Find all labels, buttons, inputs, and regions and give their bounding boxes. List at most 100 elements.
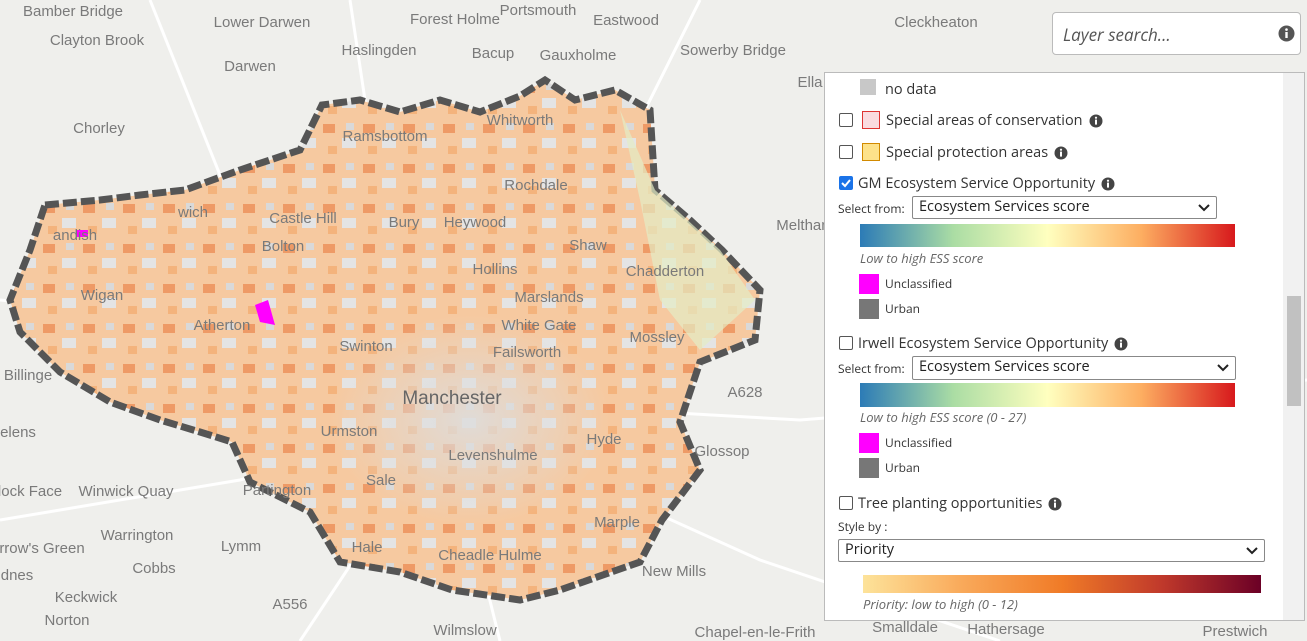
layer-panel: no data Special areas of conservation Sp… [824,72,1305,621]
text: Select from: [838,360,905,377]
text: no data [885,80,937,99]
legend-gradient [860,224,1235,247]
place-label: Keckwick [55,589,118,606]
style-label: Style by : [838,517,887,537]
info-icon[interactable] [1089,114,1103,128]
layer-label: GM Ecosystem Service Opportunity [858,174,1115,194]
checkbox[interactable] [839,336,853,350]
place-label: Hale [352,539,383,556]
place-label: Glossop [694,443,749,460]
text: Unclassified [885,275,953,292]
urban-swatch [859,458,879,478]
text: Special areas of conservation [886,111,1083,130]
place-label: New Mills [642,563,706,580]
place-label: Bamber Bridge [23,3,123,20]
text: Low to high ESS score [860,249,984,267]
city-label: Manchester [402,388,502,409]
place-label: Cheadle Hulme [438,547,541,564]
urban-swatch [859,299,879,319]
layer-label: Tree planting opportunities [858,494,1062,514]
place-label: Forest Holme [410,11,500,28]
layer-search[interactable]: Layer search... [1052,12,1301,55]
place-label: Levenshulme [448,447,537,464]
place-label: Smalldale [872,619,938,636]
no-data-label: no data [885,80,937,100]
scroll-thumb[interactable] [1287,296,1301,406]
place-label: White Gate [501,317,576,334]
place-label: Eastwood [593,12,659,29]
place-label: Bacup [472,45,515,62]
place-label: Hollins [472,261,517,278]
place-label: Chadderton [626,263,704,280]
place-label: Swinton [339,338,392,355]
info-icon[interactable] [1054,146,1068,160]
place-label: Chapel-en-le-Frith [695,624,816,641]
checkbox[interactable] [839,496,853,510]
legend-caption: Low to high ESS score [860,248,983,268]
select[interactable]: Priority [838,539,1265,562]
legend-label: Urban [885,299,920,319]
place-label: Hathersage [967,621,1045,638]
info-icon[interactable] [1048,497,1062,511]
unclassified-patch [255,300,275,325]
text: Irwell Ecosystem Service Opportunity [858,334,1109,353]
checkbox[interactable] [839,113,853,127]
info-icon[interactable] [1278,25,1295,42]
place-label: Prestwich [1202,623,1267,640]
place-label: Portsmouth [500,2,577,19]
no-data-swatch [860,79,876,95]
unclassified-patch [76,230,88,237]
place-label: Clayton Brook [50,32,145,49]
place-label: Cobbs [132,560,175,577]
place-label: Heywood [444,214,507,231]
info-icon[interactable] [1114,337,1128,351]
info-icon[interactable] [1101,177,1115,191]
place-label: Rochdale [504,177,567,194]
select[interactable]: Ecosystem Services score [912,356,1236,380]
select[interactable]: Ecosystem Services score [912,196,1217,219]
layer-label: Irwell Ecosystem Service Opportunity [858,334,1128,354]
legend-label: Unclassified [885,274,952,294]
place-labels: Bamber Bridge Clayton Brook Lower Darwen Fo… [0,2,1268,641]
place-label: andish [53,227,97,244]
place-label: A628 [727,384,762,401]
layer-label: Special protection areas [886,143,1068,163]
scrollbar[interactable] [1283,73,1304,620]
text: Unclassified [885,434,953,451]
unclassified-swatch [859,274,879,294]
unclassified-swatch [859,433,879,453]
place-label: Partington [243,482,311,499]
checkbox[interactable] [839,145,853,159]
text: Low to high ESS score (0 - 27) [860,408,1027,426]
place-label: Wigan [81,287,124,304]
place-label: Bolton [262,238,305,255]
legend-gradient [860,383,1235,407]
place-label: Cleckheaton [894,14,977,31]
place-label: Ella [797,74,823,91]
text: Ecosystem Services score [919,197,1090,216]
place-label: Castle Hill [269,210,337,227]
place-label: A556 [272,596,307,613]
place-label: Sale [366,472,396,489]
place-label: elens [0,424,36,441]
text: Priority [845,540,895,559]
text: Tree planting opportunities [858,494,1043,513]
place-label: Meltham [776,217,834,234]
place-label: wich [177,204,208,221]
place-label: dnes [1,567,34,584]
place-label: Haslingden [341,42,416,59]
checkbox[interactable] [839,176,853,190]
place-label: Warrington [101,527,174,544]
place-label: Mossley [629,329,685,346]
legend-label: Urban [885,458,920,478]
select-label: Select from: [838,359,905,379]
place-label: rrow's Green [0,540,85,557]
legend-label: Unclassified [885,433,952,453]
place-label: Norton [44,612,89,629]
place-label: Gauxholme [540,47,617,64]
upland-area [620,110,755,350]
place-label: Chorley [73,120,125,137]
place-label: Marple [594,514,640,531]
place-label: Shaw [569,237,607,254]
